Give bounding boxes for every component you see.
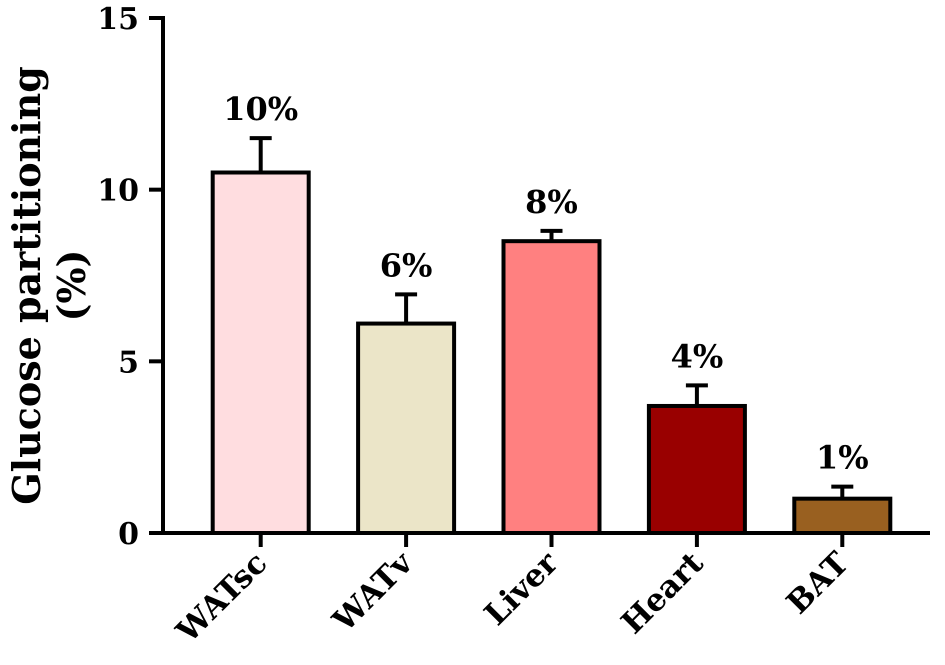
bar-liver [501, 239, 602, 536]
bars [210, 170, 893, 536]
y-tick-label: 5 [118, 345, 139, 380]
x-tick-label: WATv [326, 545, 421, 640]
bar-watsc [210, 170, 311, 535]
x-tick-label: Heart [615, 545, 711, 641]
data-labels: 10% 6% 8% 4% 1% [223, 90, 868, 476]
y-axis-title: Glucose partitioning (%) [4, 66, 94, 505]
bar-heart [646, 403, 747, 536]
y-axis-title-line-2: (%) [49, 249, 94, 321]
x-axis-ticks: WATsc WATv Liver Heart BAT [169, 533, 856, 650]
y-tick-label: 0 [118, 517, 139, 552]
data-label: 4% [671, 337, 724, 375]
bar-watv [356, 321, 457, 536]
bar-bat [792, 496, 893, 535]
x-tick-label: WATsc [169, 545, 274, 650]
data-label: 1% [816, 439, 869, 477]
x-tick-label: BAT [780, 545, 856, 621]
y-axis-title-line-1: Glucose partitioning [4, 66, 49, 505]
y-tick-label: 15 [97, 2, 139, 37]
x-tick-label: Liver [478, 545, 566, 633]
y-axis-ticks: 0 5 10 15 [97, 2, 163, 552]
data-label: 6% [380, 246, 433, 284]
data-label: 10% [223, 90, 298, 128]
y-tick-label: 10 [97, 174, 139, 209]
data-label: 8% [525, 183, 578, 221]
error-bars [249, 136, 854, 499]
